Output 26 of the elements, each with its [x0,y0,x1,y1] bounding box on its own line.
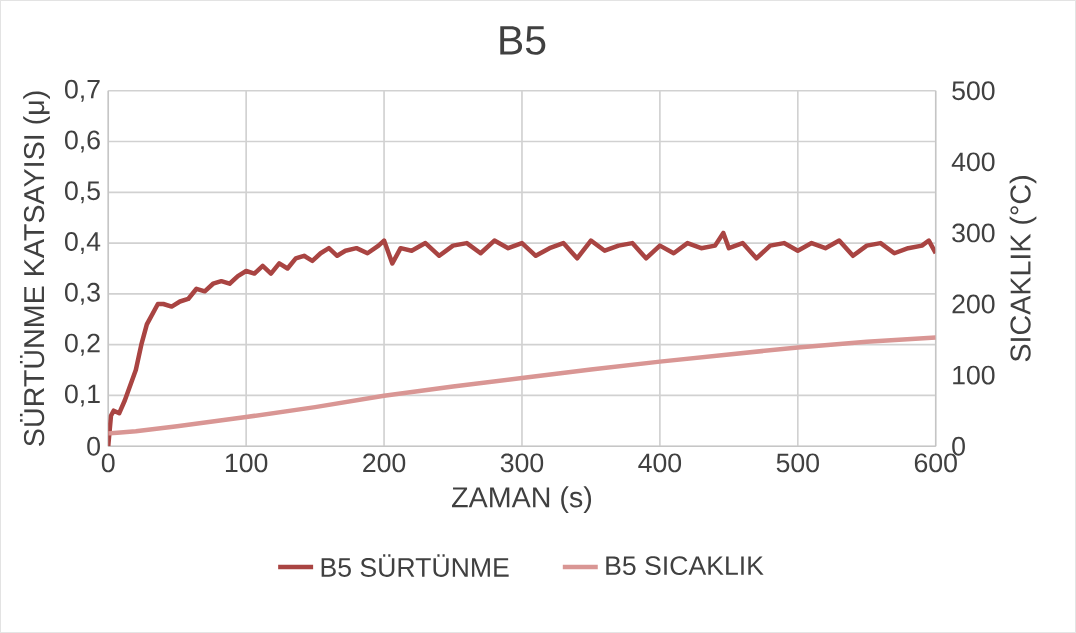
legend-label: B5 SICAKLIK [606,556,764,575]
y2-tick-label: 200 [952,294,995,314]
x-tick-label: 300 [500,453,544,473]
x-tick-label: 200 [363,453,406,473]
x-tick-label: 500 [776,453,819,473]
y-tick-label: 0,7 [65,79,100,102]
y2-axis-title: SICAKLIK (°C) [1009,176,1037,362]
y-tick-label: 0,2 [65,333,100,356]
x-tick-label: 0 [101,453,115,473]
y2-tick-label: 100 [953,365,995,385]
y-tick-label: 0,3 [65,282,100,305]
chart-title: B5 [500,26,546,55]
line-series [108,335,936,436]
legend-label: B5 SÜRTÜNME [321,554,509,577]
y-tick-label: 0,4 [65,232,101,255]
y2-tick-label: 500 [952,81,995,101]
y-axis-title: SÜRTÜNME KATSAYISI (μ) [19,91,50,446]
x-tick-label: 100 [225,453,268,473]
y-tick-label: 0 [87,436,100,456]
x-tick-label: 400 [638,453,682,473]
x-axis-title: ZAMAN (s) [451,486,592,514]
y-tick-label: 0,5 [65,181,100,204]
y2-tick-label: 400 [951,152,995,172]
y-tick-label: 0,1 [65,384,100,407]
y-tick-label: 0,6 [65,130,100,153]
y2-tick-label: 300 [952,223,995,243]
